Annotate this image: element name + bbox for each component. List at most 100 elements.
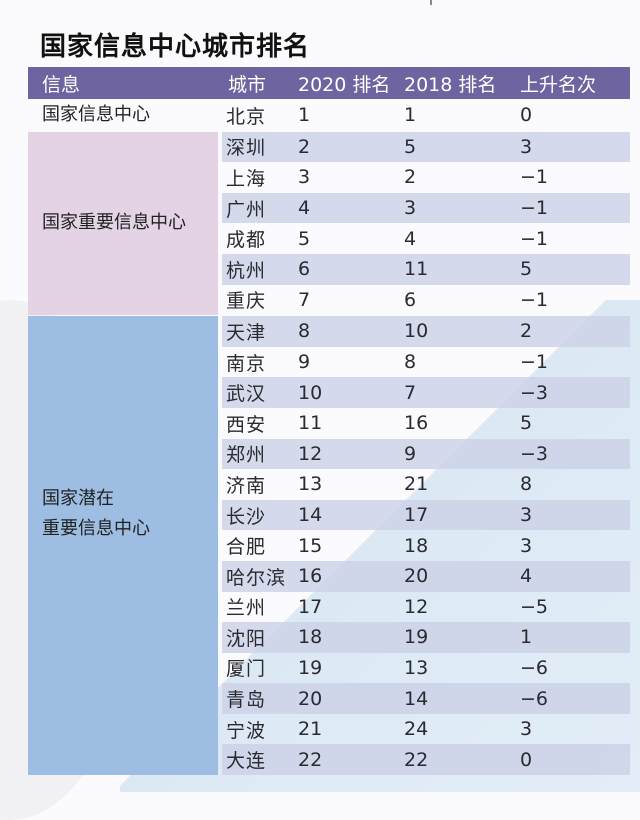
table-row: 郑州 12 9 −3: [222, 438, 630, 470]
cell-city: 宁波: [226, 719, 267, 742]
cell-change: −3: [520, 381, 549, 404]
cell-rank-2020: 3: [298, 166, 311, 189]
cell-change: −6: [520, 687, 549, 710]
cell-change: −3: [520, 442, 549, 465]
cell-rank-2018: 12: [404, 595, 429, 618]
cell-change: 5: [520, 258, 533, 281]
cell-rank-2018: 2: [404, 166, 417, 189]
cell-rank-2020: 15: [298, 534, 323, 557]
cell-rank-2020: 21: [298, 718, 323, 741]
group-label: 国家重要信息中心: [28, 131, 218, 316]
cell-city: 天津: [226, 321, 267, 344]
cell-rank-2018: 19: [404, 626, 429, 649]
cell-rank-2018: 7: [404, 381, 417, 404]
cell-change: −1: [520, 288, 549, 311]
table-row: 合肥 15 18 3: [222, 530, 630, 561]
cell-city: 长沙: [226, 505, 267, 528]
cell-rank-2020: 17: [298, 595, 323, 618]
group-label-text: 国家信息中心: [42, 104, 150, 126]
cell-rank-2020: 16: [298, 565, 323, 588]
cell-change: −5: [520, 595, 549, 618]
cell-city: 青岛: [226, 689, 267, 712]
table-row: 成都 5 4 −1: [222, 223, 630, 254]
cell-rank-2018: 24: [404, 718, 429, 741]
cell-rank-2018: 5: [404, 135, 417, 158]
group-rows: 天津 8 10 2 南京 9 8 −1 武汉 10 7 −3 西安 11 16 5 郑州 12 9 −3 济南 13 21 8…: [222, 316, 630, 776]
table-row: 广州 4 3 −1: [222, 192, 630, 224]
table-row: 宁波 21 24 3: [222, 714, 630, 745]
cell-change: 2: [520, 320, 533, 343]
cell-rank-2018: 3: [404, 197, 417, 220]
cell-change: −1: [520, 197, 549, 220]
cell-rank-2020: 18: [298, 626, 323, 649]
table-row: 大连 22 22 0: [222, 744, 630, 776]
cell-rank-2020: 10: [298, 381, 323, 404]
group-rows: 北京 1 1 0: [222, 100, 630, 131]
table-header: 信息 城市 2020 排名 2018 排名 上升名次: [28, 67, 630, 99]
cell-city: 杭州: [226, 259, 267, 282]
cell-change: 3: [520, 504, 533, 527]
table-row: 青岛 20 14 −6: [222, 683, 630, 714]
cell-rank-2018: 13: [404, 656, 429, 679]
top-artifact: [430, 0, 432, 5]
cell-city: 北京: [226, 105, 267, 128]
cell-rank-2020: 6: [298, 258, 311, 281]
cell-city: 哈尔滨: [226, 566, 287, 589]
table-row: 北京 1 1 0: [222, 100, 630, 131]
cell-city: 合肥: [226, 536, 267, 559]
cell-city: 郑州: [226, 444, 267, 467]
cell-change: 4: [520, 565, 533, 588]
cell-rank-2020: 9: [298, 351, 311, 374]
table-row: 武汉 10 7 −3: [222, 377, 630, 408]
cell-change: 5: [520, 412, 533, 435]
header-city: 城市: [228, 73, 267, 96]
header-rank-2018: 2018 排名: [404, 73, 497, 96]
cell-city: 沈阳: [226, 627, 267, 650]
group-important: 国家重要信息中心 深圳 2 5 3 上海 3 2 −1 广州 4 3 −1 成都 5 4 −1 杭州 6 11 5 重庆 7…: [28, 131, 630, 316]
cell-city: 上海: [226, 167, 267, 190]
cell-rank-2018: 21: [404, 473, 429, 496]
table-row: 兰州 17 12 −5: [222, 592, 630, 623]
cell-change: 3: [520, 718, 533, 741]
cell-change: −6: [520, 656, 549, 679]
cell-rank-2020: 22: [298, 748, 323, 771]
table-row: 南京 9 8 −1: [222, 347, 630, 378]
cell-city: 深圳: [226, 137, 267, 160]
cell-rank-2020: 1: [298, 104, 311, 127]
cell-rank-2020: 2: [298, 135, 311, 158]
table-row: 哈尔滨 16 20 4: [222, 560, 630, 592]
group-rows: 深圳 2 5 3 上海 3 2 −1 广州 4 3 −1 成都 5 4 −1 杭州 6 11 5 重庆 7 6 −1: [222, 131, 630, 316]
cell-rank-2020: 12: [298, 442, 323, 465]
cell-rank-2018: 16: [404, 412, 429, 435]
cell-rank-2018: 10: [404, 320, 429, 343]
cell-city: 南京: [226, 352, 267, 375]
cell-city: 兰州: [226, 597, 267, 620]
table-row: 西安 11 16 5: [222, 408, 630, 439]
group-label: 国家潜在 重要信息中心: [28, 316, 218, 776]
cell-rank-2020: 8: [298, 320, 311, 343]
cell-city: 成都: [226, 229, 267, 252]
cell-change: −1: [520, 351, 549, 374]
group-label-text: 国家重要信息中心: [42, 212, 186, 234]
group-national: 国家信息中心 北京 1 1 0: [28, 100, 630, 131]
cell-city: 西安: [226, 413, 267, 436]
cell-city: 济南: [226, 474, 267, 497]
table-row: 深圳 2 5 3: [222, 131, 630, 163]
table-row: 济南 13 21 8: [222, 469, 630, 500]
header-rank-2020: 2020 排名: [298, 73, 391, 96]
cell-city: 重庆: [226, 290, 267, 313]
cell-city: 武汉: [226, 383, 267, 406]
cell-city: 厦门: [226, 658, 267, 681]
cell-rank-2018: 1: [404, 104, 417, 127]
cell-rank-2020: 7: [298, 288, 311, 311]
group-label: 国家信息中心: [28, 100, 218, 131]
cell-city: 广州: [226, 198, 267, 221]
cell-change: −1: [520, 227, 549, 250]
table-row: 沈阳 18 19 1: [222, 622, 630, 653]
cell-change: 3: [520, 534, 533, 557]
table-row: 厦门 19 13 −6: [222, 653, 630, 684]
cell-rank-2018: 20: [404, 565, 429, 588]
cell-change: 0: [520, 748, 533, 771]
header-change: 上升名次: [520, 73, 597, 96]
page-title: 国家信息中心城市排名: [40, 32, 311, 62]
